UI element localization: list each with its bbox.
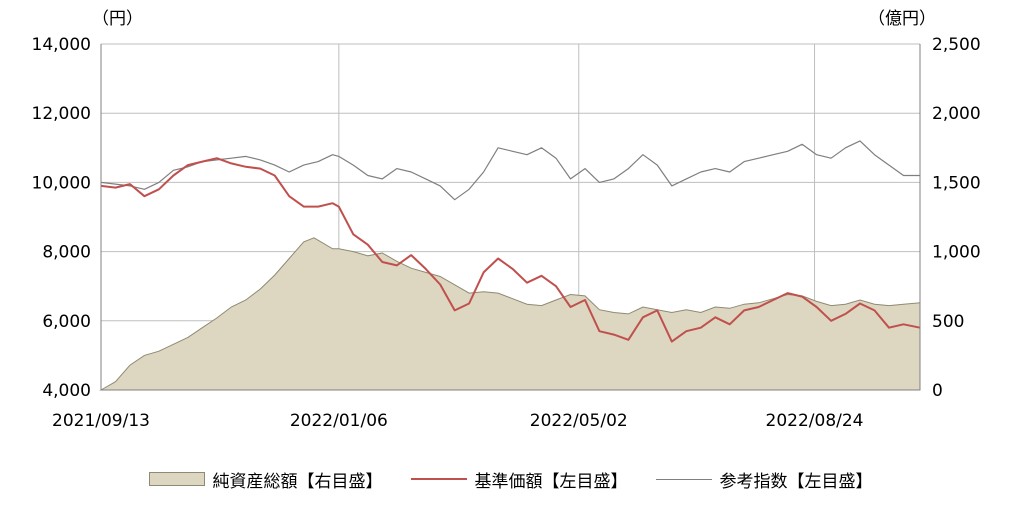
y-left-tick-label: 6,000 bbox=[42, 312, 91, 332]
nav-line bbox=[100, 157, 921, 343]
y-right-tick-label: 500 bbox=[932, 312, 964, 332]
x-tick-label: 2022/08/24 bbox=[766, 411, 864, 431]
lines-layer bbox=[100, 140, 921, 343]
benchmark-line bbox=[100, 140, 920, 201]
legend-label-net-assets: 純資産総額【右目盛】 bbox=[212, 471, 383, 492]
y-left-tick-label: 8,000 bbox=[42, 243, 91, 263]
x-tick-label: 2022/05/02 bbox=[530, 411, 628, 431]
y-left-unit: （円） bbox=[92, 9, 143, 29]
y-right-tick-label: 0 bbox=[932, 381, 943, 401]
legend-swatch-net-assets bbox=[148, 472, 205, 486]
x-tick-label: 2021/09/13 bbox=[52, 411, 150, 431]
y-right-tick-label: 1,500 bbox=[932, 173, 981, 193]
legend-swatch-nav bbox=[410, 478, 467, 480]
legend-swatch-benchmark bbox=[655, 478, 712, 480]
legend-item-net-assets: 純資産総額【右目盛】 bbox=[148, 467, 383, 492]
y-right-tick-label: 2,000 bbox=[932, 104, 981, 124]
net-assets-area bbox=[99, 237, 921, 391]
y-right-tick-label: 1,000 bbox=[932, 243, 981, 263]
y-right-tick-label: 2,500 bbox=[932, 35, 981, 55]
fund-performance-chart: 14,000 2,500 12,000 2,000 10,000 1,500 8,000 1,… bbox=[32, 9, 981, 431]
x-tick-label: 2022/01/06 bbox=[290, 411, 388, 431]
net-assets-area-layer bbox=[99, 237, 921, 391]
legend-label-benchmark: 参考指数【左目盛】 bbox=[719, 471, 873, 492]
y-left-tick-label: 4,000 bbox=[42, 381, 91, 401]
y-left-tick-label: 12,000 bbox=[32, 104, 91, 124]
axes bbox=[100, 44, 921, 391]
y-right-unit: （億円） bbox=[868, 9, 936, 29]
y-left-tick-label: 10,000 bbox=[32, 173, 91, 193]
y-left-tick-label: 14,000 bbox=[32, 35, 91, 55]
legend-label-nav: 基準価額【左目盛】 bbox=[474, 471, 628, 492]
legend-item-nav: 基準価額【左目盛】 bbox=[410, 467, 628, 492]
legend: 純資産総額【右目盛】 基準価額【左目盛】 参考指数【左目盛】 bbox=[0, 462, 1021, 496]
tick-labels: 14,000 2,500 12,000 2,000 10,000 1,500 8,000 1,… bbox=[32, 35, 981, 431]
legend-item-benchmark: 参考指数【左目盛】 bbox=[655, 467, 873, 492]
